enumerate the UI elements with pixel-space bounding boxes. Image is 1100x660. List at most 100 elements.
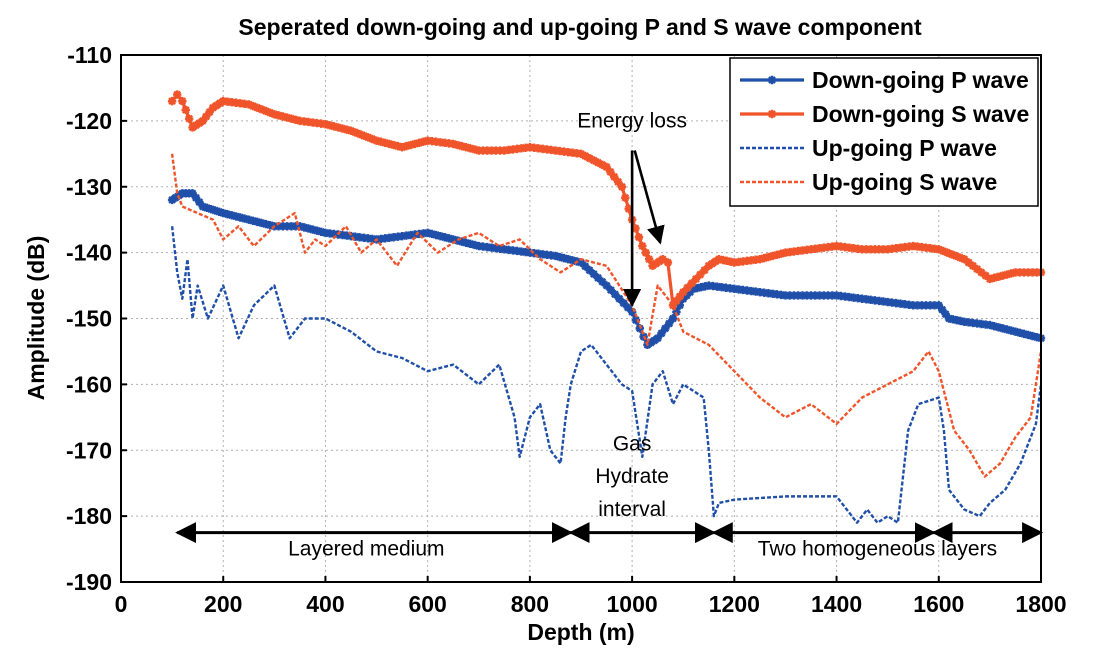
series-point [613,177,623,187]
series-point [828,291,837,300]
series-point [802,291,811,300]
series-point [789,291,799,300]
series-point [287,222,296,231]
series-point [206,204,216,214]
series-point [431,230,441,240]
series-point [683,283,692,292]
series-point [500,146,509,155]
series-point [998,324,1007,333]
series-point [685,287,695,297]
series-point [581,262,590,271]
series-point [338,124,347,133]
series-point [691,274,701,284]
legend-item: Down-going S wave [740,101,1029,127]
series-point [672,296,681,306]
series-point [436,138,445,147]
series-up-going-s-wave [170,153,1043,478]
series-point [414,229,424,239]
energy-loss-arrow [633,150,665,245]
series-point [351,128,360,137]
series-point [529,143,539,152]
series-point [491,244,501,253]
series-point [444,139,454,148]
series-point [372,136,381,145]
series-point [508,145,518,154]
series-point [921,301,931,310]
series-up-going-p-wave [170,226,1043,524]
y-tick-label: -140 [66,240,112,266]
series-point [427,136,437,146]
series-point [913,301,922,310]
series-point [806,291,816,300]
series-point [883,245,892,254]
series-point [811,291,820,300]
series-point [325,121,334,130]
legend-marker [767,109,777,119]
series-point [546,145,556,155]
series-point [593,158,603,167]
legend-marker [767,75,777,85]
series-point [201,112,211,121]
series-point [534,249,543,258]
series-point [316,227,326,236]
series-point [857,294,867,303]
series-point [917,301,926,310]
series-point [815,291,824,300]
series-point [634,233,644,242]
series-point [836,291,846,301]
x-tick-label: 800 [511,591,549,617]
series-point [862,295,871,304]
series-point [568,256,577,265]
series-point [747,256,756,265]
series-point [900,300,909,309]
series-point [624,204,633,213]
series-point [581,151,590,161]
series-point [1002,270,1012,279]
series-point [202,203,212,213]
series-point [576,149,586,159]
series-point [751,287,760,296]
series-point [223,209,232,219]
series-point [981,320,990,329]
series-point [589,156,598,165]
series-point [849,293,858,302]
series-point [798,291,807,300]
x-tick-label: 1200 [709,591,760,617]
series-point [815,244,824,253]
series-point [466,144,475,153]
series-point [621,193,630,202]
series-point [968,261,978,270]
series-point [617,182,627,191]
series-point [857,245,867,254]
series-point [1024,330,1033,340]
series-point [764,252,773,262]
series-point [606,167,615,177]
series-point [598,277,607,286]
series-point [368,234,377,244]
series-point [585,265,594,275]
series-point [478,242,488,251]
series-point [538,144,547,154]
series-point [721,283,731,292]
series-point [508,246,518,255]
series-down-going-s-wave [167,90,1046,310]
series-point [883,297,892,307]
series-point [470,145,479,154]
series-point [713,282,722,291]
series-point [376,234,386,244]
series-point [913,242,922,251]
series-point [470,240,479,250]
x-tick-label: 1600 [913,591,964,617]
series-point [828,242,837,251]
series-point [223,97,232,106]
annotation-text: interval [598,498,666,521]
series-point [231,212,241,221]
series-point [487,243,496,252]
series-point [704,281,713,290]
series-point [930,244,939,253]
series-point [389,233,398,242]
series-point [291,222,300,231]
series-point [525,248,535,257]
series-point [781,291,790,300]
series-point [759,253,769,263]
